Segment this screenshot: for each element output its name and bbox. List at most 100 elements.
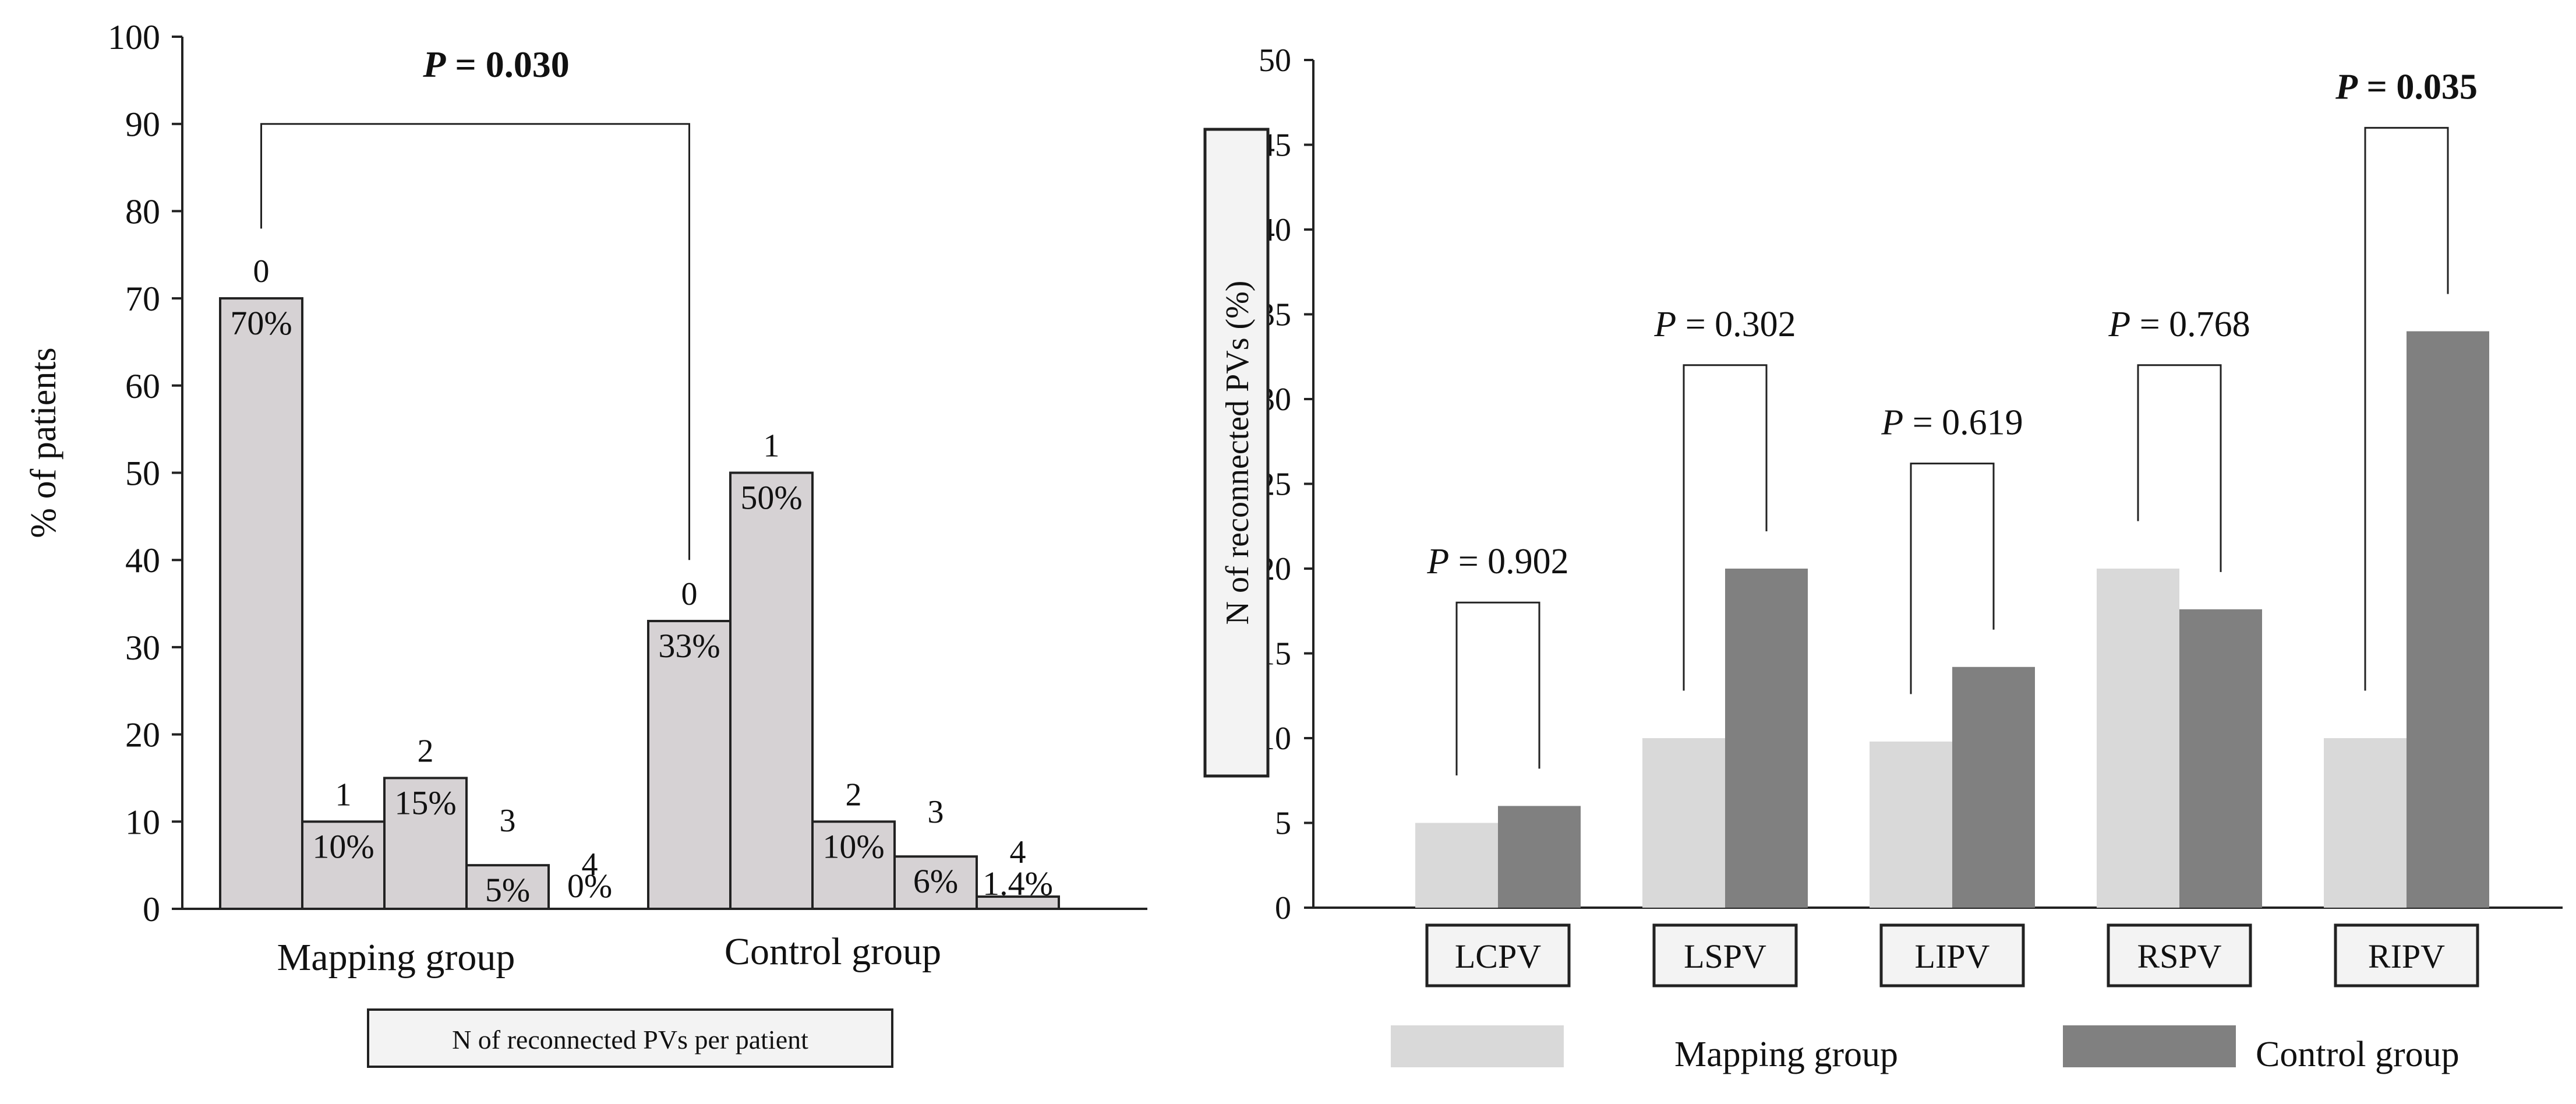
bar-mapping [1642, 738, 1725, 908]
legend-label-mapping: Mapping group [1674, 1035, 1898, 1074]
legend-swatch-mapping [1391, 1025, 1564, 1067]
left-category-label: 3 [500, 803, 516, 839]
category-box [1652, 923, 1798, 987]
left-bar [729, 471, 814, 910]
bar-control [2407, 331, 2489, 908]
left-category-label: 0 [253, 253, 270, 290]
p-prefix: P [1881, 403, 1903, 443]
left-y-tick-label: 10 [125, 803, 160, 841]
left-y-tick-label: 60 [125, 367, 160, 405]
left-y-tick-label: 70 [125, 280, 160, 318]
left-x-axis-label: N of reconnected PVs per patient [452, 1025, 808, 1054]
category-box [2107, 923, 2252, 987]
legend: Mapping group Control group [1391, 1025, 2460, 1074]
category-box [1425, 923, 1571, 987]
left-category-label: 1 [335, 777, 352, 813]
category-label: RSPV [2137, 937, 2221, 975]
left-data-label: 70% [230, 304, 292, 342]
p-value-label: P = 0.302 [1653, 305, 1796, 344]
bar-mapping [1870, 741, 1952, 908]
left-data-label: 6% [913, 862, 958, 900]
left-data-label: 15% [394, 784, 456, 821]
left-bar [383, 777, 468, 910]
left-y-tick-label: 90 [125, 105, 160, 144]
bracket-line [1455, 601, 1540, 776]
right-y-tick-label: 5 [1275, 806, 1291, 842]
category-label: LCPV [1455, 937, 1541, 975]
p-prefix: P [2108, 305, 2130, 344]
left-bar [647, 619, 732, 910]
left-data-label: 1.4% [983, 865, 1053, 902]
left-category-label: 2 [418, 733, 434, 769]
category-box [2334, 923, 2479, 987]
legend-label-control: Control group [2256, 1035, 2460, 1074]
left-y-axis-label: % of patients [24, 347, 63, 538]
p-rest: = 0.035 [2358, 67, 2478, 107]
left-category-label: 1 [764, 428, 780, 464]
left-data-label: 10% [312, 827, 374, 865]
left-data-label: 33% [658, 627, 720, 665]
right-y-tick-label: 50 [1259, 43, 1291, 79]
p-value-label: P = 0.035 [2335, 67, 2478, 107]
category-label: RIPV [2368, 937, 2445, 975]
p-value-label: P = 0.768 [2108, 305, 2250, 344]
left-bar [976, 895, 1060, 910]
x-label-box [367, 1008, 893, 1068]
category-box [1879, 923, 2025, 987]
left-y-tick-label: 100 [108, 18, 160, 57]
left-bar [893, 855, 978, 911]
bracket-line [2364, 126, 2449, 691]
left-bars: 070%110%215% 35%40%033%150%210%36%41.4% [219, 253, 1060, 911]
left-bar [465, 864, 550, 911]
left-data-label: 50% [740, 479, 802, 517]
left-p-value: P = 0.030 [422, 44, 570, 85]
p-prefix: P [1426, 542, 1449, 581]
p-prefix: P [1653, 305, 1676, 344]
left-category-label: 2 [846, 777, 862, 813]
left-category-label: 4 [582, 846, 598, 883]
left-category-label: 3 [928, 794, 944, 830]
category-label: LIPV [1915, 937, 1990, 975]
legend-swatch-control [2063, 1025, 2236, 1067]
left-category-label: 0 [681, 576, 698, 612]
right-y-label-box [1203, 128, 1270, 778]
bar-mapping [2324, 738, 2407, 908]
category-label: LSPV [1684, 937, 1766, 975]
right-category-labels: LCPV LSPV LIPV RSPV RIPV [1425, 923, 2479, 987]
left-y-tick-label: 20 [125, 716, 160, 754]
p-prefix: P [2335, 67, 2358, 107]
bracket-line [2137, 364, 2222, 572]
left-y-tick-label: 50 [125, 454, 160, 493]
right-bars [1415, 331, 2489, 908]
right-y-tick-label: 0 [1275, 890, 1291, 926]
left-y-tick-label: 80 [125, 192, 160, 231]
left-bracket-line [260, 123, 690, 560]
left-bar [219, 297, 303, 910]
bar-control [2179, 609, 2262, 908]
bracket-line [1683, 364, 1768, 691]
bar-control [1725, 569, 1808, 908]
left-data-label: 5% [485, 871, 530, 909]
group-label-mapping: Mapping group [277, 936, 515, 979]
left-category-label: 4 [1010, 834, 1026, 870]
bar-control [1498, 806, 1581, 908]
left-y-tick-label: 0 [143, 890, 160, 929]
left-data-label: 10% [822, 827, 884, 865]
left-y-tick-label: 40 [125, 541, 160, 580]
left-significance-bracket [260, 123, 690, 560]
p-rest: = 0.902 [1449, 542, 1568, 581]
right-y-axis-label: N of reconnected PVs (%) [1220, 281, 1256, 625]
left-p-prefix: P [422, 44, 446, 85]
bar-mapping [2097, 569, 2179, 908]
p-rest: = 0.302 [1676, 305, 1796, 344]
left-y-tick-label: 30 [125, 629, 160, 667]
bracket-line [1910, 463, 1995, 694]
left-p-rest: = 0.030 [446, 44, 569, 85]
group-label-control: Control group [725, 930, 941, 973]
